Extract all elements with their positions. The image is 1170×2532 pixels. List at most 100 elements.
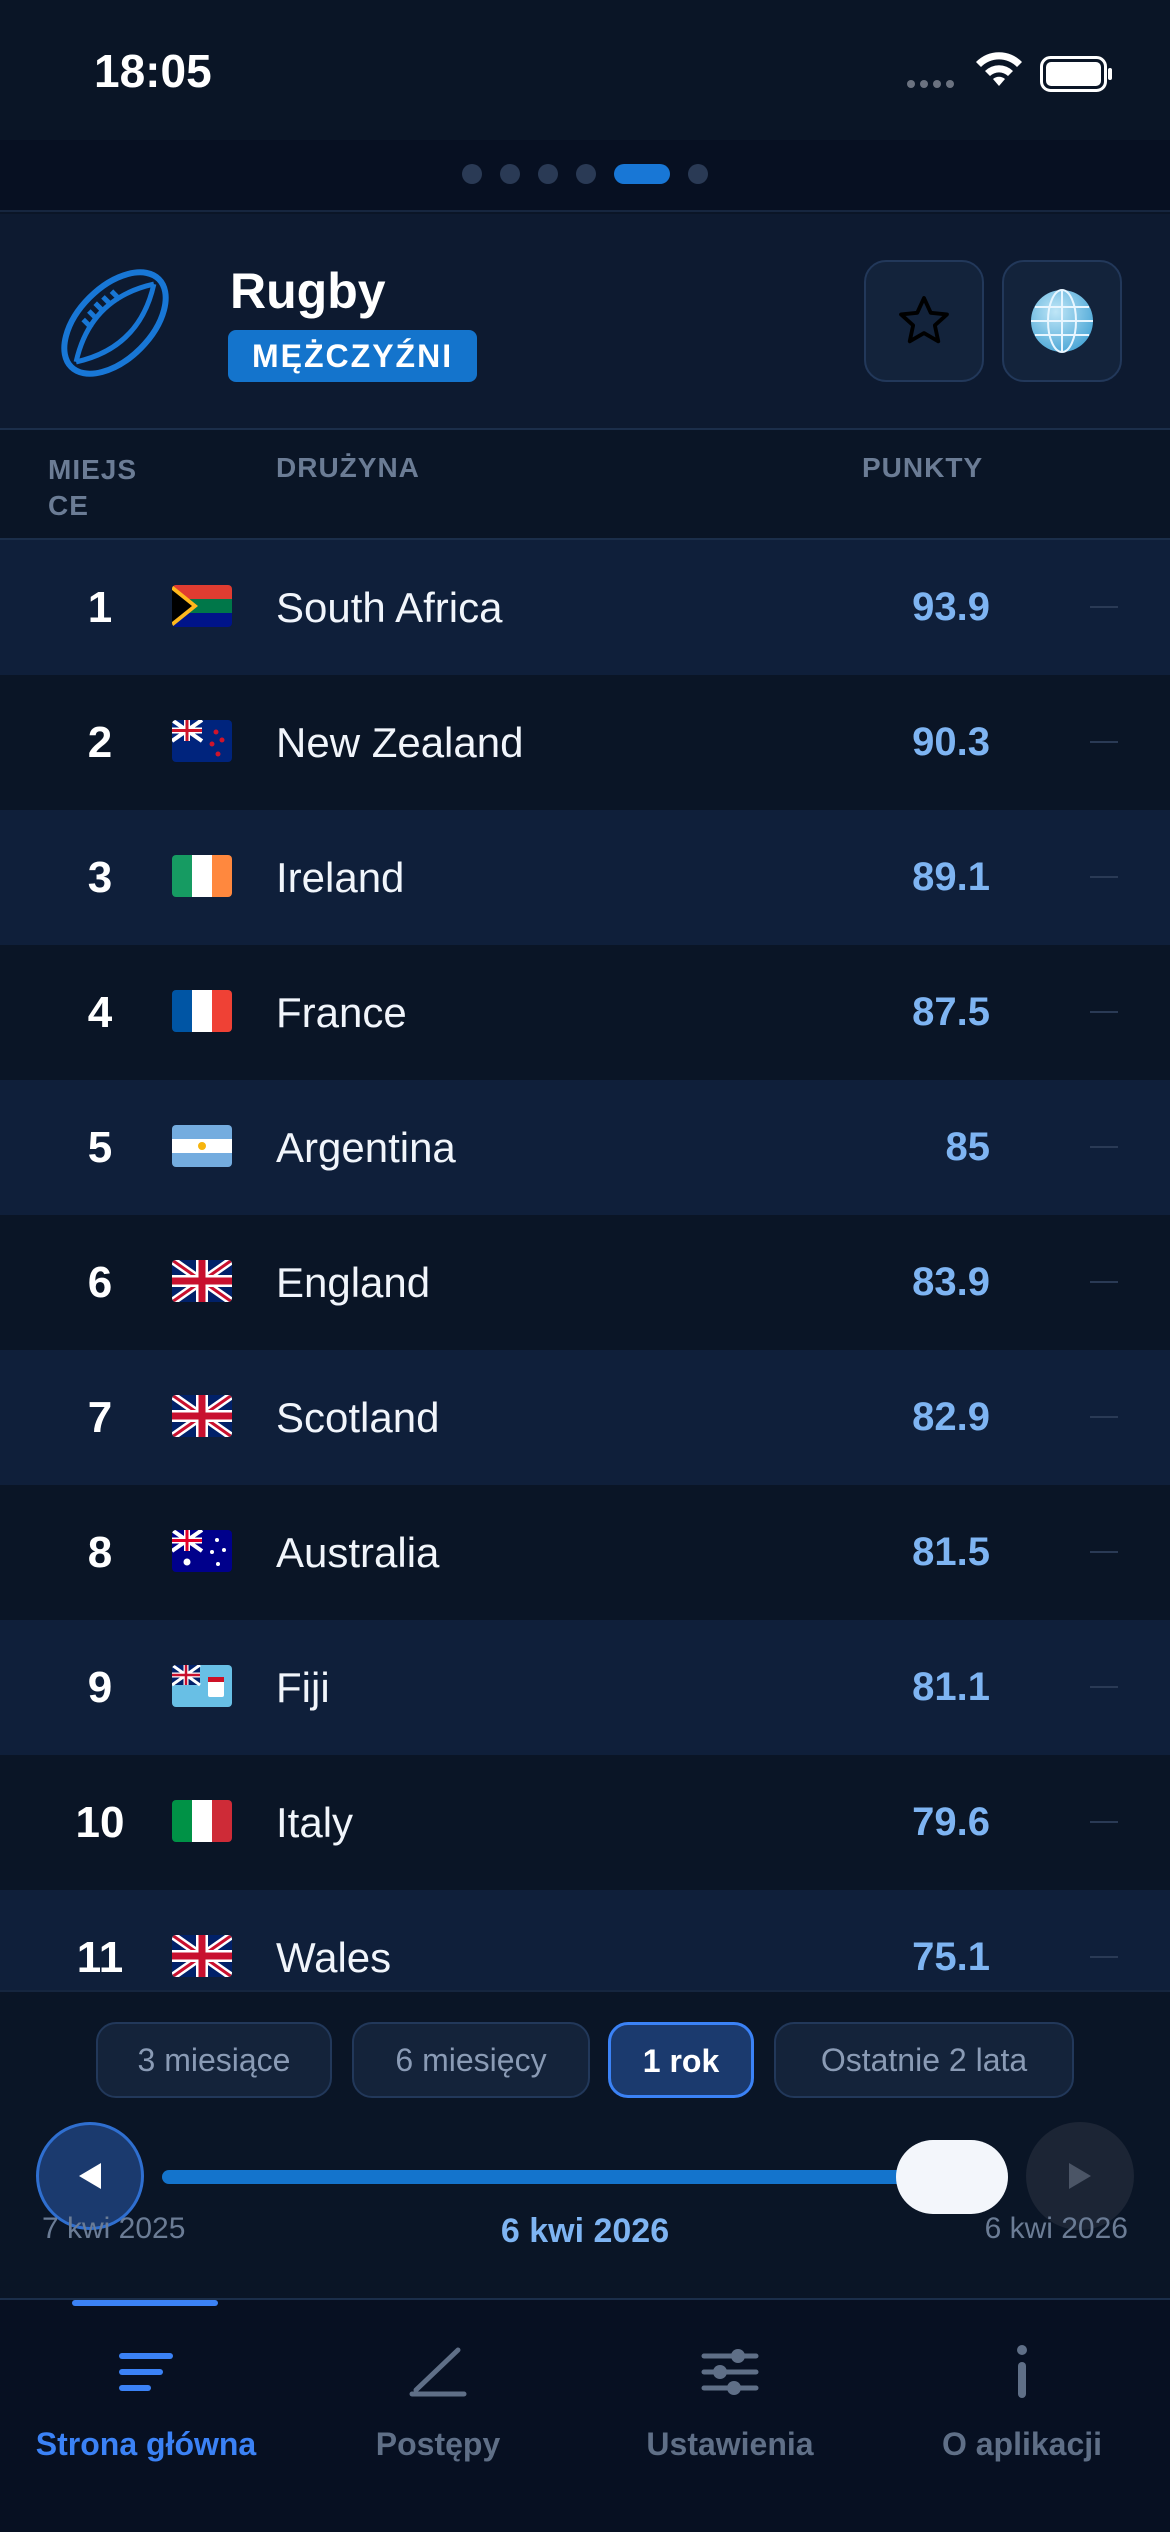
triangle-left-icon [79, 2163, 101, 2189]
row-rank: 10 [75, 1798, 125, 1847]
tab-bar: Strona główna Postępy Ustawienia [0, 2300, 1170, 2532]
row-points: 90.3 [912, 720, 990, 764]
page-dot[interactable] [538, 164, 558, 184]
range-chip-1-year[interactable]: 1 rok [608, 2022, 754, 2098]
row-change [1090, 741, 1118, 743]
ranking-list[interactable]: 1 South Africa 93.9 2 New Zealand 90.3 3 [0, 540, 1170, 1990]
row-change [1090, 1686, 1118, 1688]
page-dot[interactable] [462, 164, 482, 184]
column-header-team[interactable]: DRUŻYNA [276, 452, 420, 483]
table-header: MIEJS CE DRUŻYNA PUNKTY [0, 432, 1170, 540]
tab-about[interactable]: O aplikacji [876, 2340, 1168, 2490]
row-team: Ireland [276, 854, 405, 901]
column-header-rank[interactable]: MIEJS CE [48, 454, 138, 521]
column-header-points[interactable]: PUNKTY [862, 452, 984, 483]
timeline-slider-thumb[interactable] [896, 2140, 1008, 2214]
sport-title: Rugby [230, 263, 386, 319]
row-rank: 7 [87, 1393, 113, 1442]
uk-flag-icon [172, 1935, 232, 1977]
row-change [1090, 1146, 1118, 1148]
table-row[interactable]: 6 England 83.9 [0, 1215, 1170, 1350]
row-rank: 8 [87, 1528, 113, 1577]
table-row[interactable]: 9 Fiji 81.1 [0, 1620, 1170, 1755]
new-zealand-flag-icon [172, 720, 232, 762]
row-points: 82.9 [912, 1395, 990, 1439]
rugby-ball-icon [61, 269, 169, 377]
row-points: 85 [945, 1125, 991, 1169]
page-dot[interactable] [688, 164, 708, 184]
battery-icon [1040, 56, 1112, 92]
page-indicator[interactable] [0, 164, 1170, 184]
page-dot[interactable] [500, 164, 520, 184]
row-rank: 5 [87, 1123, 113, 1172]
next-date-button[interactable] [1026, 2122, 1134, 2230]
row-team: Italy [276, 1799, 354, 1846]
row-points: 87.5 [912, 990, 990, 1034]
row-team: Argentina [276, 1124, 456, 1171]
status-time: 18:05 [94, 45, 212, 97]
row-team: Scotland [276, 1394, 440, 1441]
range-chip-6-months[interactable]: 6 miesięcy [352, 2022, 590, 2098]
argentina-flag-icon [172, 1125, 232, 1167]
table-row[interactable]: 2 New Zealand 90.3 [0, 675, 1170, 810]
row-points: 83.9 [912, 1260, 990, 1304]
table-row[interactable]: 5 Argentina 85 [0, 1080, 1170, 1215]
row-team: Australia [276, 1529, 440, 1576]
previous-date-button[interactable] [36, 2122, 144, 2230]
gender-badge[interactable]: MĘŻCZYŹNI [228, 330, 478, 382]
tab-settings[interactable]: Ustawienia [584, 2340, 876, 2490]
timeline-slider-track[interactable] [162, 2170, 1002, 2184]
row-change [1090, 1956, 1118, 1958]
row-change [1090, 876, 1118, 878]
row-points: 89.1 [912, 855, 990, 899]
row-team: Wales [276, 1934, 392, 1981]
wifi-icon [976, 52, 1022, 86]
row-rank: 1 [87, 583, 113, 632]
row-rank: 2 [87, 718, 113, 767]
row-rank: 3 [87, 853, 113, 902]
row-rank: 6 [87, 1258, 113, 1307]
row-team: England [276, 1259, 431, 1306]
south-africa-flag-icon [172, 585, 232, 627]
row-points: 81.1 [912, 1665, 990, 1709]
tab-settings-label: Ustawienia [646, 2426, 814, 2462]
favorite-button[interactable] [864, 260, 984, 382]
info-icon [1017, 2345, 1027, 2398]
row-team: Fiji [276, 1664, 330, 1711]
range-chip-3-months[interactable]: 3 miesiące [96, 2022, 332, 2098]
tab-home[interactable]: Strona główna [0, 2340, 292, 2490]
table-row[interactable]: 3 Ireland 89.1 [0, 810, 1170, 945]
row-change [1090, 1416, 1118, 1418]
row-points: 79.6 [912, 1800, 990, 1844]
row-points: 75.1 [912, 1935, 990, 1979]
row-change [1090, 1551, 1118, 1553]
row-rank: 4 [87, 988, 113, 1037]
row-team: New Zealand [276, 719, 524, 766]
page-dot[interactable] [576, 164, 596, 184]
row-team: France [276, 989, 407, 1036]
row-change [1090, 1281, 1118, 1283]
row-rank: 11 [76, 1933, 124, 1982]
table-row[interactable]: 10 Italy 79.6 [0, 1755, 1170, 1890]
row-points: 93.9 [912, 585, 990, 629]
table-row[interactable]: 1 South Africa 93.9 [0, 540, 1170, 675]
row-change [1090, 1821, 1118, 1823]
uk-flag-icon [172, 1395, 232, 1437]
tab-about-label: O aplikacji [941, 2426, 1103, 2462]
table-row[interactable]: 7 Scotland 82.9 [0, 1350, 1170, 1485]
table-row[interactable]: 8 Australia 81.5 [0, 1485, 1170, 1620]
ranking-header: Rugby MĘŻCZYŹNI [0, 214, 1170, 430]
star-icon [899, 296, 949, 344]
tab-home-label: Strona główna [35, 2426, 257, 2462]
table-row[interactable]: 11 Wales 75.1 [0, 1890, 1170, 1990]
triangle-right-icon [1069, 2163, 1091, 2189]
table-row[interactable]: 4 France 87.5 [0, 945, 1170, 1080]
page-dot-active[interactable] [614, 164, 670, 184]
row-team: South Africa [276, 584, 503, 631]
row-change [1090, 606, 1118, 608]
region-button[interactable] [1002, 260, 1122, 382]
range-chip-last-2-years[interactable]: Ostatnie 2 lata [774, 2022, 1074, 2098]
tab-progress[interactable]: Postępy [292, 2340, 584, 2490]
page-indicator-bar [0, 140, 1170, 212]
sliders-icon [701, 2349, 759, 2395]
